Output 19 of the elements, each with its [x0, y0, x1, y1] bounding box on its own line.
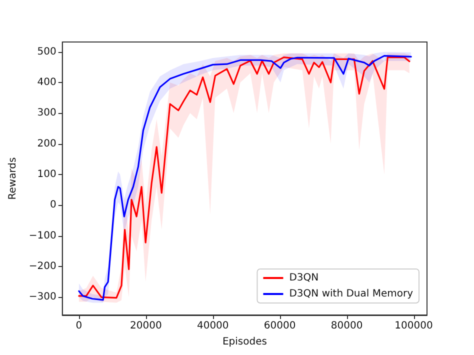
y-axis-title: Rewards	[8, 157, 18, 200]
x-tick-label: 40000	[196, 320, 229, 332]
y-tick-label: 200	[37, 138, 56, 150]
y-tick-label: 100	[37, 169, 56, 180]
y-tick-label: 400	[37, 76, 56, 88]
x-axis-title: Episodes	[222, 336, 267, 348]
x-tick-label: 80000	[330, 320, 363, 332]
y-tick-label: −200	[28, 261, 56, 272]
x-tick-label: 100000	[394, 320, 433, 332]
x-tick-label: 20000	[130, 320, 162, 332]
y-tick-label: 0	[50, 200, 56, 211]
legend-label: D3QN	[289, 272, 319, 284]
y-tick-label: 300	[37, 108, 56, 119]
y-tick-label: −300	[28, 292, 56, 303]
y-tick-label: 500	[37, 46, 56, 58]
legend-label: D3QN with Dual Memory	[289, 288, 414, 300]
y-tick-label: −100	[28, 230, 56, 242]
x-tick-label: 60000	[264, 320, 296, 332]
x-tick-label: 0	[76, 320, 82, 332]
